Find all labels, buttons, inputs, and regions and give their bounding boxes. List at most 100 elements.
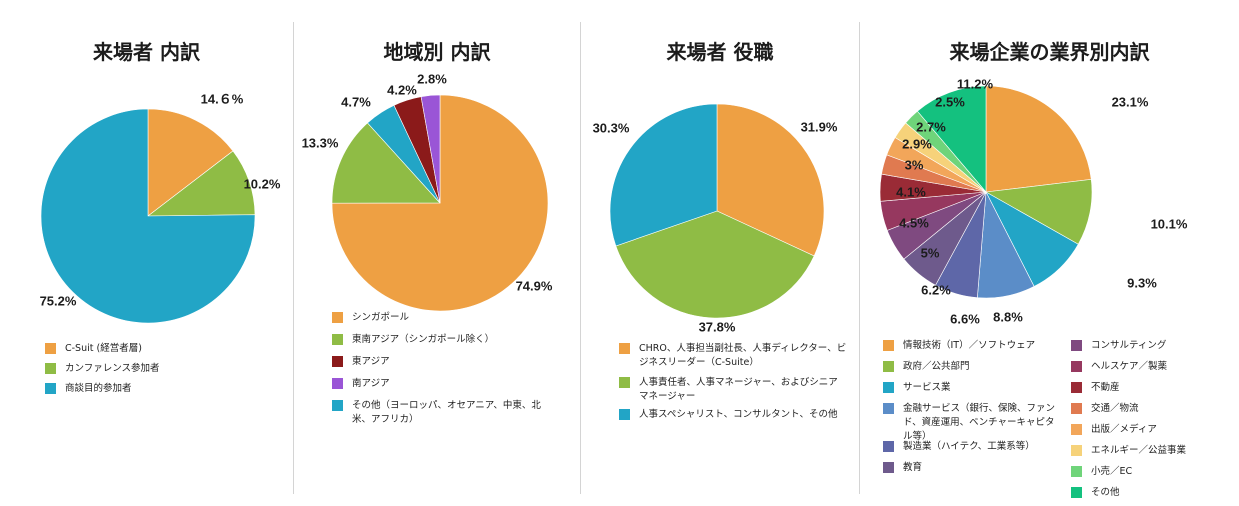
legend-item: C-Suit (経営者層) <box>45 342 265 356</box>
chart-title: 来場企業の業界別内訳 <box>949 40 1150 64</box>
legend-item: 小売／EC <box>1071 465 1239 479</box>
legend-label: 金融サービス（銀行、保険、ファンド、資産運用、ベンチャーキャピタル等） <box>903 403 1056 442</box>
legend-item: 人事責任者、人事マネージャー、およびシニアマネージャー <box>619 376 847 404</box>
panel-divider <box>580 22 581 494</box>
data-label: 2.9% <box>902 136 932 151</box>
panel-divider <box>859 22 860 494</box>
legend-item: シンガポール <box>332 311 552 325</box>
panel-divider <box>293 22 294 494</box>
legend-label: 不動産 <box>1091 382 1120 393</box>
legend-item: 東アジア <box>332 355 552 369</box>
legend-swatch <box>332 356 343 367</box>
data-label: 4.5% <box>899 215 929 230</box>
legend-label: その他（ヨーロッパ、オセアニア、中東、北米、アフリカ） <box>352 400 541 425</box>
legend-swatch <box>1071 382 1082 393</box>
pie-slice <box>147 108 234 217</box>
legend-item: 人事スペシャリスト、コンサルタント、その他 <box>619 408 847 422</box>
pie-chart: 23.1% 10.1% 9.3% 8.8% 6.6% 6.2% 5% 4.5% 4.1% 3% 2.… <box>879 76 1188 326</box>
legend-swatch <box>1071 466 1082 477</box>
data-label: 2.5% <box>935 94 965 109</box>
pie-chart: 14.６% 10.2% 75.2% <box>40 91 281 324</box>
data-label: 5% <box>921 245 940 260</box>
data-label: 2.7% <box>916 119 946 134</box>
legend-swatch <box>883 382 894 393</box>
data-label: 23.1% <box>1112 94 1149 109</box>
legend-item: カンファレンス参加者 <box>45 362 265 376</box>
data-label: 8.8% <box>993 309 1023 324</box>
data-label: 6.2% <box>921 282 951 297</box>
pie-slice <box>916 85 987 193</box>
chart-title: 来場者 役職 <box>666 40 774 64</box>
data-label: 9.3% <box>1127 275 1157 290</box>
legend-swatch <box>45 363 56 374</box>
data-label: 11.2% <box>957 76 994 91</box>
legend-item: その他 <box>1071 486 1239 500</box>
chart-title: 来場者 内訳 <box>93 40 200 64</box>
legend-label: 政府／公共部門 <box>903 361 970 372</box>
data-label: 10.2% <box>244 176 281 191</box>
legend-item: 不動産 <box>1071 381 1239 395</box>
legend-label: エネルギー／公益事業 <box>1091 445 1187 456</box>
legend-label: 教育 <box>903 462 923 473</box>
legend-swatch <box>1071 445 1082 456</box>
legend-label: コンサルティング <box>1091 340 1167 351</box>
pie-slice <box>331 94 549 312</box>
legend-swatch <box>1071 424 1082 435</box>
legend-item: エネルギー／公益事業 <box>1071 444 1239 458</box>
data-label: 13.3% <box>302 135 339 150</box>
data-label: 3% <box>905 157 924 172</box>
legend-item: 出版／メディア <box>1071 423 1239 437</box>
legend-swatch <box>1071 403 1082 414</box>
legend-item: 製造業（ハイテク、工業系等） <box>883 440 1061 454</box>
data-label: 14.６% <box>201 91 244 106</box>
legend-label: カンファレンス参加者 <box>65 363 160 374</box>
chart-panel-visitor-roles: 来場者 役職 31.9% 37.8% 30.3% CHRO、人事担当副社長、人事ディ… <box>581 0 859 506</box>
legend-item: CHRO、人事担当副社長、人事ディレクター、ビジネスリーダー（C-Suite） <box>619 342 847 370</box>
pie-slice <box>331 122 441 204</box>
data-label: 74.9% <box>516 278 553 293</box>
legend-item: 交通／物流 <box>1071 402 1239 416</box>
legend-label: C-Suit (経営者層) <box>65 343 142 354</box>
legend-item: 教育 <box>883 461 1061 475</box>
legend-item: サービス業 <box>883 381 1061 395</box>
pie-slice <box>985 85 1092 193</box>
pie-slice <box>609 103 718 247</box>
legend-label: サービス業 <box>903 382 951 393</box>
legend-label: 小売／EC <box>1091 466 1133 477</box>
legend-swatch <box>332 334 343 345</box>
legend-swatch <box>619 377 630 388</box>
legend-swatch <box>883 462 894 473</box>
legend-swatch <box>45 343 56 354</box>
data-label: 4.7% <box>341 94 371 109</box>
pie-chart: 31.9% 37.8% 30.3% <box>593 103 838 334</box>
legend-label: その他 <box>1091 487 1120 498</box>
legend-swatch <box>883 340 894 351</box>
chart-panel-visitor-breakdown: 来場者 内訳 14.６% 10.2% 75.2% C-Suit (経営者層) カンファ… <box>0 0 293 506</box>
legend-swatch <box>619 343 630 354</box>
legend-swatch <box>332 312 343 323</box>
legend-swatch <box>1071 340 1082 351</box>
data-label: 31.9% <box>801 119 838 134</box>
legend-item: 東南アジア（シンガポール除く） <box>332 333 552 347</box>
legend-label: 東南アジア（シンガポール除く） <box>352 334 495 345</box>
data-label: 4.1% <box>896 184 926 199</box>
legend-label: シンガポール <box>352 312 410 323</box>
legend-swatch <box>883 403 894 414</box>
data-label: 10.1% <box>1151 216 1188 231</box>
legend-item: 政府／公共部門 <box>883 360 1061 374</box>
legend-swatch <box>45 383 56 394</box>
data-label: 6.6% <box>950 311 980 326</box>
pie-chart: 74.9% 13.3% 4.7% 4.2%2.8% <box>302 71 553 312</box>
data-label: 75.2% <box>40 293 77 308</box>
legend-label: CHRO、人事担当副社長、人事ディレクター、ビジネスリーダー（C-Suite） <box>639 343 847 368</box>
legend-swatch <box>1071 361 1082 372</box>
data-label: 2.8% <box>417 71 447 86</box>
legend-label: ヘルスケア／製薬 <box>1091 361 1168 372</box>
legend-swatch <box>619 409 630 420</box>
legend-label: 商談目的参加者 <box>65 383 132 394</box>
legend-item: 金融サービス（銀行、保険、ファンド、資産運用、ベンチャーキャピタル等） <box>883 402 1061 444</box>
legend-item: 南アジア <box>332 377 552 391</box>
pie-slice <box>615 210 815 319</box>
legend-item: コンサルティング <box>1071 339 1239 353</box>
legend-item: 商談目的参加者 <box>45 382 265 396</box>
